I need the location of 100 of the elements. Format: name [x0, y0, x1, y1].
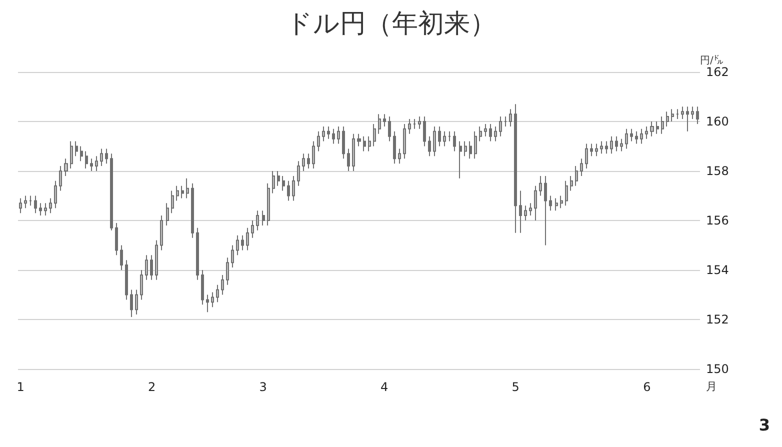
candlestick	[150, 254, 153, 280]
y-tick-label: 154	[706, 263, 729, 277]
candlestick	[676, 108, 679, 120]
y-tick-label: 162	[706, 65, 729, 79]
x-tick-label: 4	[380, 380, 388, 394]
candlestick	[196, 227, 199, 280]
candlestick	[620, 138, 623, 152]
candlestick	[363, 136, 366, 152]
candlestick	[246, 227, 249, 251]
candlestick	[585, 143, 588, 170]
candlestick	[181, 185, 184, 199]
candlestick	[428, 136, 431, 157]
candlestick	[453, 130, 456, 152]
candlestick	[529, 202, 532, 216]
candlestick	[211, 292, 214, 308]
candlestick	[681, 106, 684, 120]
candlestick	[560, 195, 563, 209]
candlestick	[115, 222, 118, 256]
candlestick	[85, 150, 88, 170]
x-tick-label: 5	[512, 380, 520, 394]
candlestick	[357, 133, 361, 147]
candlestick	[433, 126, 436, 157]
candlestick	[625, 128, 628, 150]
candlestick	[110, 153, 113, 231]
candlestick	[75, 140, 78, 157]
candlestick	[100, 148, 103, 167]
candlestick	[469, 140, 472, 160]
candlestick	[307, 153, 310, 170]
candlestick	[549, 195, 552, 212]
candlestick	[70, 140, 73, 170]
candlestick	[635, 130, 638, 144]
text: 3	[758, 416, 770, 434]
candlestick	[595, 143, 598, 157]
candlestick	[120, 244, 123, 270]
y-tick-label: 156	[706, 214, 729, 228]
candlestick	[216, 284, 219, 303]
candlestick	[262, 210, 265, 226]
candlestick	[640, 128, 643, 144]
candlestick	[403, 123, 406, 160]
candlestick	[479, 126, 482, 142]
candlestick	[241, 234, 244, 251]
candlestick	[105, 148, 108, 164]
candlestick	[691, 106, 694, 120]
candlestick	[171, 190, 174, 214]
candlestick	[317, 130, 320, 152]
candlestick	[656, 121, 659, 134]
candlestick	[383, 114, 386, 127]
chart-title: ドル円（年初来）	[286, 9, 496, 39]
candlestick	[443, 130, 446, 147]
candlestick	[201, 270, 204, 306]
candlestick	[555, 198, 558, 212]
candlestick	[368, 136, 371, 152]
x-axis-title: 月	[706, 380, 717, 393]
candlestick	[125, 260, 128, 300]
candlestick	[464, 140, 467, 157]
candlestick	[54, 180, 57, 209]
candlestick	[206, 294, 209, 313]
candlestick	[630, 128, 633, 142]
candlestick	[44, 202, 47, 216]
candlestick	[459, 140, 462, 179]
candlestick	[292, 175, 295, 202]
candlestick	[191, 182, 194, 238]
candlestick	[600, 140, 603, 154]
y-tick-label: 158	[706, 164, 729, 178]
candlestick	[29, 195, 32, 206]
candlestick	[388, 116, 391, 142]
candlestick	[236, 234, 239, 256]
x-tick-label: 3	[259, 380, 267, 394]
candlestick	[34, 195, 37, 214]
candlestick	[544, 175, 547, 246]
candlestick	[337, 126, 340, 144]
candlestick	[332, 128, 335, 144]
y-tick-label: 152	[706, 312, 729, 326]
candlestick	[24, 195, 27, 209]
candlestick	[570, 175, 573, 192]
candlestick	[565, 180, 568, 206]
candlestick	[39, 202, 42, 216]
y-tick-label: 150	[706, 362, 729, 376]
candlestick	[312, 140, 315, 170]
candlestick	[590, 143, 593, 157]
candlestick	[438, 126, 441, 147]
candlestick	[393, 130, 396, 164]
candlestick	[80, 146, 83, 162]
candlestick	[645, 126, 648, 140]
candlestick	[519, 190, 522, 234]
x-tick-label: 2	[148, 380, 156, 394]
candlestick	[696, 106, 699, 124]
candlestick	[514, 104, 517, 234]
candlestick	[130, 289, 133, 318]
candlestick	[398, 148, 401, 164]
candlestick	[90, 158, 93, 172]
candlestick	[686, 106, 689, 132]
candlestick	[474, 130, 477, 160]
candlestick	[413, 118, 416, 130]
candlestick	[19, 198, 22, 214]
candlestick	[489, 123, 492, 142]
candlestick	[484, 123, 487, 137]
candlestick	[347, 148, 350, 172]
candlestick	[186, 178, 189, 199]
candlestick	[282, 175, 285, 192]
